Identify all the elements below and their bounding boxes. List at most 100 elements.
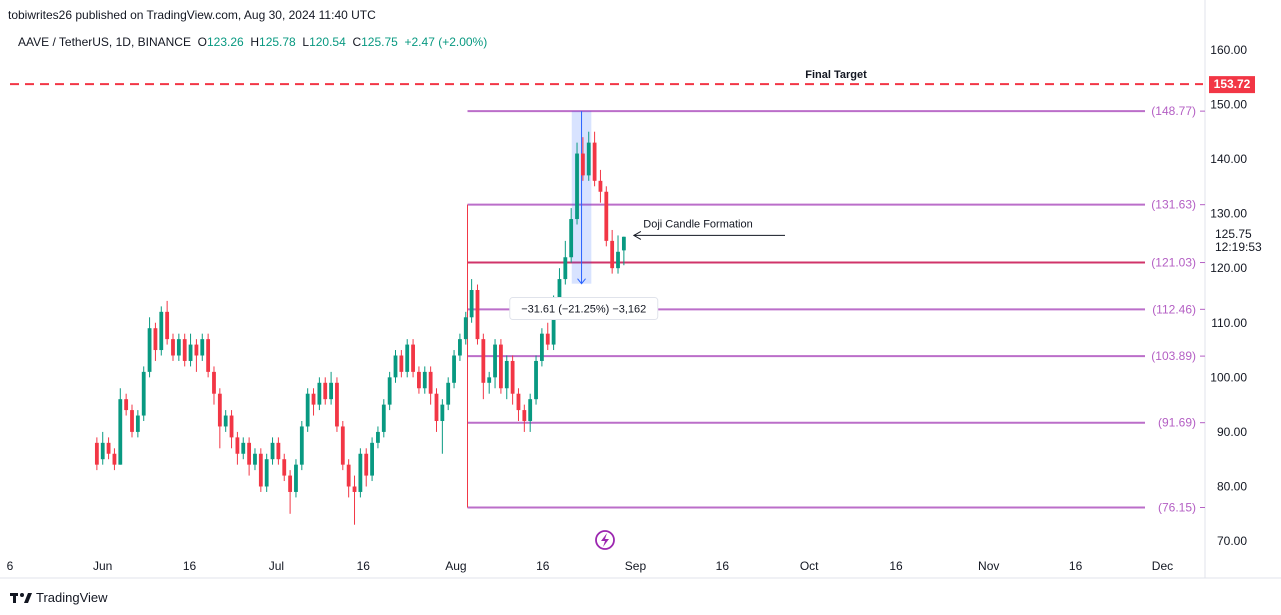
y-tick-label: 160.00 (1210, 43, 1247, 57)
candle-body (563, 257, 568, 280)
candle-body (522, 410, 527, 421)
candle-body (463, 317, 468, 340)
candle-body (534, 360, 538, 400)
candle-body (206, 339, 211, 372)
candle-body (323, 382, 328, 400)
candle-body (405, 344, 410, 372)
y-tick-label: 140.00 (1210, 152, 1247, 166)
open-label: O (197, 35, 207, 49)
candle-body (159, 311, 164, 351)
brand-text: TradingView (36, 590, 108, 605)
candle-body (282, 459, 287, 476)
candle-body (305, 393, 310, 427)
candle-body (346, 464, 351, 487)
candle-body (253, 453, 257, 465)
x-tick-label: 16 (183, 559, 197, 573)
close-label: C (352, 35, 362, 49)
y-tick-label: 130.00 (1210, 207, 1247, 221)
target-text: Final Target (805, 69, 867, 81)
candle-body (141, 371, 146, 416)
candle-body (510, 360, 515, 394)
candle-body (586, 142, 591, 176)
candle-body (335, 382, 339, 427)
candle-body (299, 426, 304, 465)
low-value: 120.54 (309, 35, 346, 49)
x-tick-label: 16 (1069, 559, 1083, 573)
candle-body (229, 415, 234, 438)
symbol-legend: AAVE / TetherUS, 1D, BINANCE O123.26 H 12… (18, 35, 487, 49)
y-tick-label: 100.00 (1210, 370, 1247, 384)
y-tick-label: 120.00 (1210, 261, 1247, 275)
candle-body (112, 453, 117, 465)
candle-body (440, 404, 445, 421)
candle-body (100, 442, 105, 460)
event-flash-icon (595, 530, 615, 550)
candle-body (130, 410, 134, 432)
candle-body (516, 393, 521, 411)
x-tick-label: 16 (716, 559, 730, 573)
fib-level-label: (103.89) (1151, 349, 1196, 363)
range-measure-arrow (577, 278, 586, 285)
tradingview-logo-icon (10, 592, 32, 603)
range-measure-label: −31.61 (−21.25%) −3,162 (521, 304, 646, 316)
candle-body (621, 236, 626, 251)
candle-body (446, 382, 451, 405)
candle-body (610, 240, 615, 269)
open-value: 123.26 (206, 35, 244, 49)
fib-level-label: (76.15) (1158, 501, 1196, 515)
low-label: L (302, 35, 310, 49)
candle-body (364, 453, 369, 476)
candle-body (393, 355, 398, 378)
candle-body (569, 219, 574, 258)
x-tick-label: 16 (536, 559, 550, 573)
candle-body (340, 426, 345, 465)
event-flash-bolt (601, 533, 609, 547)
annotation-text: Doji Candle Formation (643, 218, 752, 230)
fib-level-label: (91.69) (1158, 416, 1196, 430)
fib-level-label: (112.46) (1152, 302, 1196, 316)
candle-body (118, 399, 123, 465)
candle-body (358, 453, 363, 492)
candle-body (194, 344, 199, 356)
candle-body (270, 442, 275, 460)
candle-body (217, 393, 222, 427)
countdown-label: 12:19:53 (1215, 240, 1262, 254)
candle-body (106, 442, 111, 454)
publish-header: tobiwrites26 published on TradingView.co… (8, 8, 376, 22)
candle-body (171, 339, 175, 356)
x-tick-label: 16 (889, 559, 903, 573)
candle-body (399, 355, 404, 372)
candle-body (487, 377, 492, 383)
candle-body (182, 339, 187, 361)
symbol-name: AAVE / TetherUS, 1D, BINANCE (18, 35, 191, 49)
last-price-label: 125.75 (1215, 227, 1252, 241)
candle-body (352, 486, 357, 492)
candle-body (223, 415, 228, 427)
candle-body (557, 279, 562, 307)
change-value: +2.47 (+2.00%) (404, 35, 488, 49)
candle-body (188, 344, 193, 361)
candle-body (545, 333, 550, 345)
candle-body (370, 442, 374, 476)
candle-body (592, 142, 597, 181)
candle-body (551, 306, 556, 345)
event-flash-circle (595, 530, 615, 550)
candle-body (258, 453, 263, 487)
candle-body (288, 475, 293, 492)
x-tick-label: Oct (800, 559, 819, 573)
candle-body (247, 442, 252, 465)
candle-body (481, 339, 486, 383)
candle-body (311, 393, 316, 405)
candle-body (499, 344, 503, 389)
candle-body (504, 360, 509, 389)
x-tick-label: 16 (357, 559, 371, 573)
candle-body (604, 191, 609, 241)
candle-body (135, 415, 140, 432)
candle-body (264, 459, 269, 487)
x-tick-label: Aug (445, 559, 466, 573)
candle-body (422, 371, 427, 389)
x-tick-label: Sep (625, 559, 647, 573)
close-value: 125.75 (361, 35, 398, 49)
high-label: H (250, 35, 260, 49)
